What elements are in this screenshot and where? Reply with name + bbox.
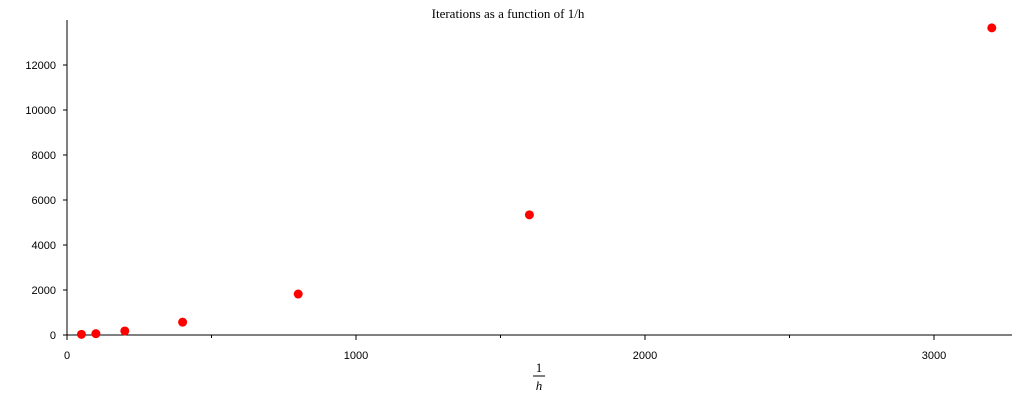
data-point [76,329,86,339]
x-axis-label-denominator: h [536,378,543,393]
x-tick-label: 2000 [633,350,657,362]
x-tick-label: 3000 [922,350,946,362]
y-tick-label: 6000 [32,195,56,207]
x-tick-label: 0 [64,350,70,362]
y-tick-label: 0 [50,330,56,342]
y-tick-label: 10000 [25,105,56,117]
x-axis-label: 1 h [533,360,545,393]
data-point [293,289,303,299]
data-points [76,23,997,339]
y-tick-label: 12000 [25,60,56,72]
chart-title: Iterations as a function of 1/h [432,6,585,21]
data-point [524,210,534,220]
data-point [987,23,997,33]
data-point [178,317,188,327]
x-tick-label: 1000 [344,350,368,362]
x-axis-ticks: 0 1000 2000 3000 [64,335,946,362]
y-tick-label: 2000 [32,285,56,297]
y-axis-ticks: 0 2000 4000 6000 8000 10000 12000 [25,60,67,342]
data-point [120,326,130,336]
data-point [91,329,101,339]
x-axis-label-numerator: 1 [536,360,543,375]
y-tick-label: 4000 [32,240,56,252]
y-tick-label: 8000 [32,150,56,162]
